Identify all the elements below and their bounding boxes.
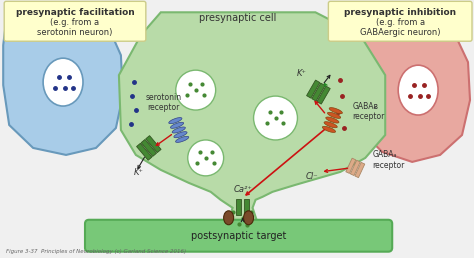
FancyBboxPatch shape bbox=[85, 220, 392, 252]
Ellipse shape bbox=[188, 140, 224, 176]
FancyBboxPatch shape bbox=[328, 1, 472, 41]
Text: postsynaptic target: postsynaptic target bbox=[191, 231, 286, 241]
Ellipse shape bbox=[175, 136, 189, 142]
Text: presynaptic facilitation: presynaptic facilitation bbox=[16, 8, 135, 17]
Bar bbox=[137, 143, 152, 160]
Ellipse shape bbox=[324, 122, 337, 128]
FancyBboxPatch shape bbox=[4, 1, 146, 41]
Ellipse shape bbox=[174, 132, 187, 138]
Text: serotonin
receptor: serotonin receptor bbox=[146, 93, 182, 112]
Bar bbox=[141, 140, 156, 156]
Bar bbox=[355, 162, 365, 178]
Text: Ca²⁺: Ca²⁺ bbox=[233, 185, 252, 194]
Ellipse shape bbox=[328, 112, 341, 118]
Ellipse shape bbox=[169, 118, 182, 124]
Ellipse shape bbox=[176, 70, 216, 110]
Bar bbox=[317, 86, 330, 104]
Ellipse shape bbox=[322, 126, 336, 132]
Bar bbox=[236, 199, 241, 215]
Ellipse shape bbox=[398, 65, 438, 115]
Text: K⁺: K⁺ bbox=[134, 168, 144, 177]
Bar bbox=[307, 80, 320, 98]
Text: Cl⁻: Cl⁻ bbox=[306, 172, 319, 181]
Bar bbox=[346, 158, 356, 173]
Bar bbox=[146, 136, 161, 152]
Polygon shape bbox=[3, 8, 123, 155]
Ellipse shape bbox=[43, 58, 83, 106]
Text: presynaptic inhibition: presynaptic inhibition bbox=[344, 8, 456, 17]
Ellipse shape bbox=[326, 117, 339, 123]
Polygon shape bbox=[352, 8, 470, 162]
Text: (e.g. from a
GABAergic neuron): (e.g. from a GABAergic neuron) bbox=[360, 18, 440, 37]
Bar bbox=[350, 160, 360, 175]
Bar bbox=[312, 83, 325, 101]
Ellipse shape bbox=[224, 211, 234, 225]
Text: GABAᴃ
receptor: GABAᴃ receptor bbox=[352, 102, 385, 122]
Polygon shape bbox=[119, 12, 385, 234]
Ellipse shape bbox=[254, 96, 298, 140]
Bar bbox=[244, 199, 249, 215]
Text: (e.g. from a
serotonin neuron): (e.g. from a serotonin neuron) bbox=[37, 18, 113, 37]
Text: Figure 3-37  Principles of Neurobiology (c) Garland Science 2016): Figure 3-37 Principles of Neurobiology (… bbox=[6, 249, 186, 254]
Ellipse shape bbox=[244, 211, 254, 225]
Text: presynaptic cell: presynaptic cell bbox=[199, 13, 276, 23]
Ellipse shape bbox=[172, 127, 185, 133]
Ellipse shape bbox=[329, 108, 342, 114]
Text: GABAₐ
receptor: GABAₐ receptor bbox=[372, 150, 405, 170]
Ellipse shape bbox=[171, 122, 183, 128]
Text: K⁺: K⁺ bbox=[297, 69, 306, 78]
